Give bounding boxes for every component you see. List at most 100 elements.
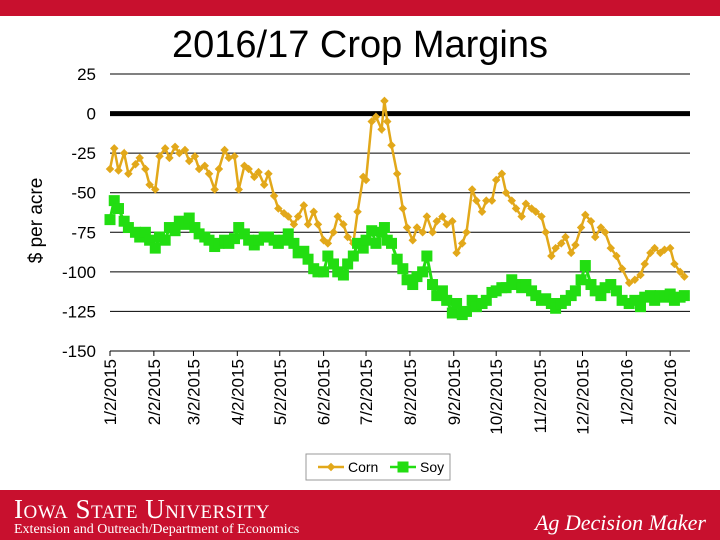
corn-point	[220, 145, 229, 155]
y-tick-label: -75	[71, 223, 96, 242]
corn-point	[497, 169, 507, 178]
soy-point	[342, 258, 354, 270]
soy-point	[328, 258, 340, 270]
corn-point	[124, 169, 133, 178]
soy-point	[278, 234, 290, 246]
soy-point	[520, 279, 532, 291]
soy-point	[616, 294, 628, 306]
legend-label: Corn	[348, 459, 378, 475]
corn-point	[371, 112, 381, 121]
corn-point	[284, 212, 293, 221]
soy-point	[312, 266, 324, 278]
x-tick-label: 10/2/2015	[487, 359, 506, 435]
university-name: Iowa State University	[14, 494, 270, 524]
soy-point	[585, 279, 597, 291]
corn-point	[175, 148, 184, 158]
corn-point	[448, 216, 457, 226]
corn-point	[383, 117, 392, 126]
soy-point	[228, 233, 240, 245]
y-tick-label: 0	[87, 105, 96, 124]
corn-point	[333, 212, 342, 221]
x-tick-label: 7/2/2015	[357, 359, 376, 425]
soy-point	[599, 282, 611, 294]
soy-point	[370, 237, 382, 249]
soy-point	[659, 291, 671, 303]
soy-point	[589, 285, 601, 297]
corn-point	[170, 142, 180, 152]
soy-point	[407, 279, 419, 291]
soy-point	[282, 228, 294, 240]
corn-point	[630, 275, 640, 285]
soy-point	[678, 290, 690, 302]
soy-point	[337, 269, 349, 281]
soy-point	[118, 215, 130, 227]
y-tick-label: 25	[77, 65, 96, 84]
corn-point	[482, 196, 491, 205]
soy-point	[550, 302, 562, 314]
corn-point	[670, 259, 679, 269]
soy-point	[149, 242, 161, 254]
soy-point	[411, 271, 423, 283]
corn-point	[487, 196, 497, 205]
soy-point	[480, 294, 492, 306]
soy-point	[500, 282, 512, 294]
chart-title: 2016/17 Crop Margins	[172, 24, 548, 66]
soy-point	[179, 218, 191, 230]
corn-point	[165, 153, 174, 163]
soy-point	[144, 234, 156, 246]
soy-point	[360, 234, 372, 246]
corn-point	[408, 235, 417, 245]
x-tick-label: 9/2/2015	[445, 359, 464, 425]
corn-point	[200, 161, 210, 171]
x-tick-label: 3/2/2015	[184, 359, 203, 425]
corn-point	[438, 212, 447, 221]
corn-point	[151, 185, 160, 194]
corn-point	[204, 169, 214, 178]
x-tick-label: 11/2/2015	[531, 359, 550, 433]
corn-point	[303, 220, 313, 229]
soy-point	[173, 215, 185, 227]
corn-point	[398, 204, 408, 213]
corn-point	[432, 216, 442, 226]
corn-point	[244, 164, 253, 174]
corn-point	[105, 164, 115, 174]
soy-point	[560, 294, 572, 306]
soy-point	[386, 237, 398, 249]
soy-point	[610, 285, 622, 297]
corn-point	[264, 169, 273, 178]
corn-point	[155, 152, 164, 161]
corn-point	[329, 228, 338, 237]
corn-point	[343, 232, 352, 242]
soy-point	[332, 266, 344, 278]
y-axis-label: $ per acre	[26, 178, 47, 264]
soy-point	[397, 263, 409, 275]
soy-point	[169, 225, 181, 237]
y-tick-label: -150	[62, 342, 96, 361]
soy-point	[470, 301, 482, 313]
corn-point	[636, 270, 645, 280]
corn-point	[458, 239, 467, 248]
soy-point	[104, 214, 116, 226]
x-tick-label: 4/2/2015	[228, 359, 247, 425]
soy-point	[352, 237, 364, 249]
corn-point	[293, 212, 303, 221]
corn-point	[141, 164, 150, 174]
corn-point	[230, 152, 239, 161]
corn-point	[541, 228, 550, 237]
x-tick-label: 1/2/2015	[101, 359, 120, 425]
x-tick-label: 6/2/2015	[315, 359, 334, 425]
corn-point	[467, 185, 477, 194]
x-tick-label: 8/2/2015	[401, 359, 420, 425]
soy-point	[639, 291, 651, 303]
corn-point	[214, 164, 224, 174]
corn-point	[274, 204, 283, 213]
corn-point	[289, 220, 299, 229]
corn-point	[145, 180, 154, 190]
soy-point	[159, 234, 171, 246]
soy-point	[510, 279, 522, 291]
corn-point	[380, 96, 389, 106]
corn-point	[323, 239, 333, 248]
soy-point	[223, 237, 235, 249]
corn-point	[313, 220, 323, 229]
soy-point	[629, 294, 641, 306]
